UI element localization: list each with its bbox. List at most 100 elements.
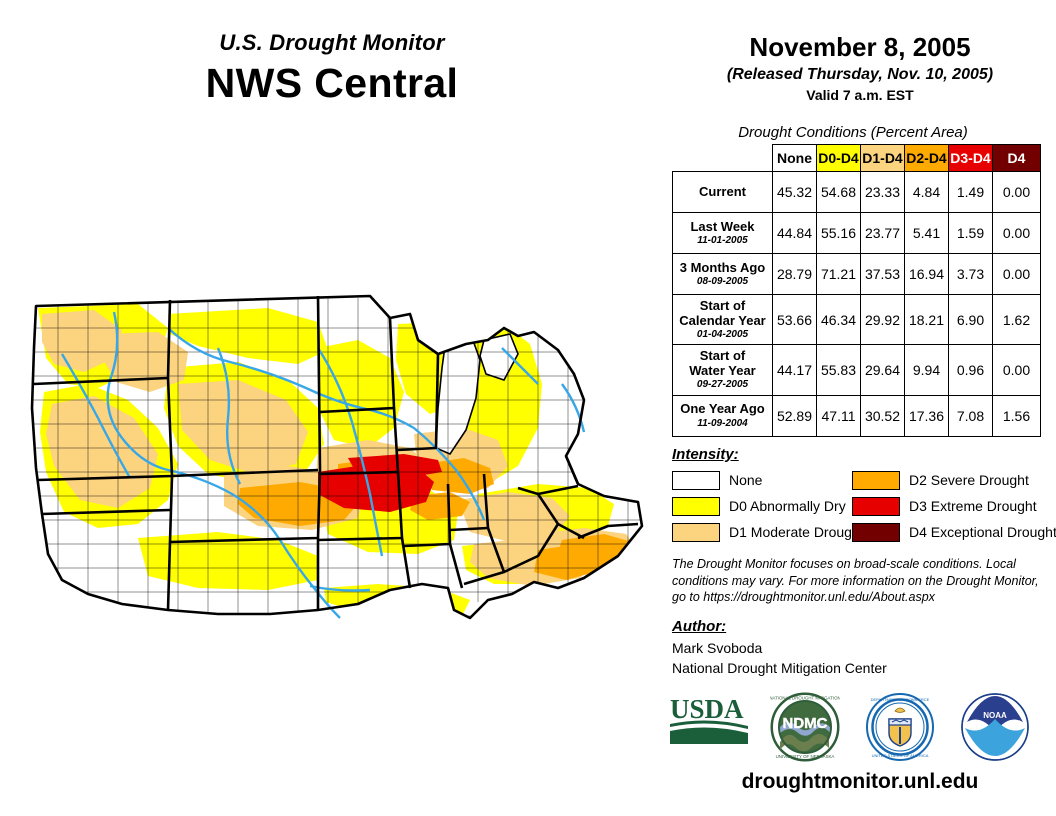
map-county-lines (32, 296, 642, 618)
table-cell-d4: 0.00 (992, 344, 1041, 396)
table-cell-d4: 0.00 (992, 253, 1041, 295)
table-col-header-d4: D4 (992, 144, 1041, 172)
program-title: U.S. Drought Monitor (219, 30, 445, 55)
legend-item: D3 Extreme Drought (852, 494, 1056, 518)
table-col-header-d2-d4: D2-D4 (904, 144, 949, 172)
legend-label: D4 Exceptional Drought (909, 524, 1056, 540)
legend-column-right: D2 Severe Drought D3 Extreme Drought D4 Ex… (852, 468, 1056, 546)
website-url: droughtmonitor.unl.edu (741, 770, 979, 793)
legend-item: None (672, 468, 864, 492)
intensity-heading: Intensity: (672, 446, 739, 463)
legend-label: D3 Extreme Drought (909, 498, 1037, 514)
title-block: U.S. Drought Monitor NWS Central (0, 30, 664, 107)
table-cell-none: 45.32 (772, 171, 817, 213)
svg-text:DEPARTMENT OF COMMERCE: DEPARTMENT OF COMMERCE (871, 697, 930, 702)
legend-item: D0 Abnormally Dry (672, 494, 864, 518)
table-cell-d4: 1.56 (992, 394, 1041, 437)
svg-text:UNIVERSITY OF NEBRASKA: UNIVERSITY OF NEBRASKA (776, 754, 835, 759)
table-cell-d3-d4: 7.08 (948, 394, 993, 437)
legend-swatch (672, 470, 720, 490)
table-row-label: Current (672, 171, 773, 213)
noaa-logo: NOAA (961, 693, 1029, 761)
table-col-header-d3-d4: D3-D4 (948, 144, 993, 172)
table-cell-d1-d4: 30.52 (860, 394, 905, 437)
table-cell-d2-d4: 4.84 (904, 171, 949, 213)
table-cell-none: 52.89 (772, 394, 817, 437)
usdc-seal-logo: DEPARTMENT OF COMMERCE UNITED STATES OF … (866, 693, 934, 761)
table-cell-d1-d4: 23.77 (860, 212, 905, 254)
table-row-date: 11-09-2004 (697, 417, 748, 429)
legend-swatch (852, 522, 900, 542)
table-cell-d1-d4: 29.92 (860, 293, 905, 346)
table-row-label: One Year Ago 11-09-2004 (672, 394, 773, 437)
map-state-borders (30, 294, 644, 620)
table-body: Current 45.32 54.68 23.33 4.84 1.49 0.00 Last W… (672, 171, 1041, 437)
table-row: Start of Calendar Year 01-04-2005 53.66 46.3… (672, 293, 1041, 346)
legend-label: D2 Severe Drought (909, 472, 1029, 488)
table-cell-d2-d4: 17.36 (904, 394, 949, 437)
table-cell-d0-d4: 47.11 (816, 394, 861, 437)
table-cell-d4: 1.62 (992, 293, 1041, 346)
legend-swatch (672, 522, 720, 542)
table-cell-d0-d4: 54.68 (816, 171, 861, 213)
valid-time: Valid 7 a.m. EST (806, 87, 914, 103)
table-cell-d4: 0.00 (992, 171, 1041, 213)
map-great-lakes (435, 322, 519, 455)
table-row: One Year Ago 11-09-2004 52.89 47.11 30.52 17.… (672, 394, 1041, 437)
author-block: Mark Svoboda National Drought Mitigation… (672, 638, 887, 679)
usda-logo: USDA (670, 694, 748, 744)
table-row-date: 11-01-2005 (697, 235, 748, 247)
table-row-date: 09-27-2005 (696, 379, 749, 391)
author-heading: Author: (672, 618, 727, 635)
table-cell-d1-d4: 23.33 (860, 171, 905, 213)
table-cell-none: 53.66 (772, 293, 817, 346)
table-cell-none: 44.17 (772, 344, 817, 396)
legend-swatch (852, 470, 900, 490)
svg-text:UNITED STATES OF AMERICA: UNITED STATES OF AMERICA (872, 753, 929, 758)
table-cell-none: 44.84 (772, 212, 817, 254)
table-row-label: Start of Calendar Year 01-04-2005 (672, 293, 773, 346)
table-cell-d3-d4: 6.90 (948, 293, 993, 346)
legend-item: D1 Moderate Drought (672, 520, 864, 544)
drought-conditions-table: None D0-D4 D1-D4 D2-D4 D3-D4 D4 Current 45.32 5… (672, 144, 1041, 437)
table-cell-d2-d4: 9.94 (904, 344, 949, 396)
table-cell-d3-d4: 1.49 (948, 171, 993, 213)
table-cell-none: 28.79 (772, 253, 817, 295)
table-col-header-d1-d4: D1-D4 (860, 144, 905, 172)
table-corner-cell (673, 145, 773, 172)
logo-strip: USDA NDMC NATIONAL DROUGHT MITIGATION UN… (660, 692, 1040, 762)
table-cell-d4: 0.00 (992, 212, 1041, 254)
legend-column-left: None D0 Abnormally Dry D1 Moderate Drought (672, 468, 864, 546)
svg-text:NDMC: NDMC (783, 715, 828, 732)
table-row: Current 45.32 54.68 23.33 4.84 1.49 0.00 (672, 171, 1041, 213)
table-row-date: 01-04-2005 (696, 329, 749, 341)
legend-item: D4 Exceptional Drought (852, 520, 1056, 544)
author-name: Mark Svoboda (672, 640, 763, 656)
legend-item: D2 Severe Drought (852, 468, 1056, 492)
svg-text:USDA: USDA (670, 694, 744, 724)
legend-swatch (672, 496, 720, 516)
table-cell-d0-d4: 55.16 (816, 212, 861, 254)
svg-text:NOAA: NOAA (983, 711, 1007, 720)
date-block: November 8, 2005 (Released Thursday, Nov… (664, 32, 1056, 103)
valid-date: November 8, 2005 (749, 32, 971, 62)
table-cell-d1-d4: 37.53 (860, 253, 905, 295)
table-row: Last Week 11-01-2005 44.84 55.16 23.77 5.41 1.… (672, 212, 1041, 254)
ndmc-logo: NDMC NATIONAL DROUGHT MITIGATION UNIVERS… (770, 692, 840, 762)
released-date: (Released Thursday, Nov. 10, 2005) (726, 66, 994, 83)
legend-swatch (852, 496, 900, 516)
svg-text:NATIONAL DROUGHT MITIGATION: NATIONAL DROUGHT MITIGATION (770, 696, 840, 701)
map-rivers (60, 311, 586, 619)
table-cell-d3-d4: 0.96 (948, 344, 993, 396)
table-cell-d1-d4: 29.64 (860, 344, 905, 396)
table-col-header-d0-d4: D0-D4 (816, 144, 861, 172)
table-cell-d3-d4: 3.73 (948, 253, 993, 295)
disclaimer-text: The Drought Monitor focuses on broad-sca… (672, 557, 1039, 604)
table-cell-d2-d4: 5.41 (904, 212, 949, 254)
table-cell-d3-d4: 1.59 (948, 212, 993, 254)
table-cell-d2-d4: 18.21 (904, 293, 949, 346)
table-cell-d2-d4: 16.94 (904, 253, 949, 295)
table-row-label: Last Week 11-01-2005 (672, 212, 773, 254)
table-header-row: None D0-D4 D1-D4 D2-D4 D3-D4 D4 (673, 144, 1041, 172)
table-row: Start of Water Year 09-27-2005 44.17 55.83 29… (672, 344, 1041, 396)
